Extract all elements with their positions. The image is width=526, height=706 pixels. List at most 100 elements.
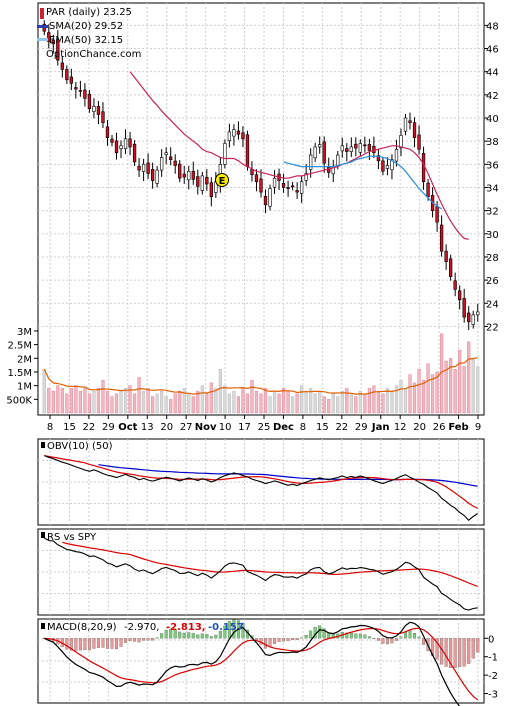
volume-bar	[205, 393, 209, 414]
price-tick-label: 34	[486, 183, 499, 194]
candle-body	[236, 130, 241, 135]
volume-bar	[191, 396, 195, 414]
volume-bar	[254, 390, 259, 414]
volume-bar	[214, 388, 218, 414]
candle-body	[51, 39, 55, 45]
obv-label: OBV(10) (50)	[47, 441, 113, 452]
macd-hist-bar	[381, 638, 385, 644]
macd-hist-bar	[105, 638, 109, 649]
candle-body	[114, 140, 119, 154]
volume-bar	[151, 396, 155, 414]
macd-hist-bar	[78, 638, 82, 651]
macd-hist-bar	[476, 638, 480, 653]
macd-hist-bar	[173, 629, 177, 639]
volume-tick-label: 3M	[17, 327, 32, 338]
macd-hist-bar	[273, 638, 277, 644]
macd-hist-bar	[178, 631, 182, 639]
candle-body	[263, 195, 268, 206]
legend-ema-swatch	[37, 38, 48, 41]
legend-ema: EMA(50) 32.15	[49, 35, 123, 46]
candle-body	[150, 169, 155, 181]
volume-bar	[114, 393, 119, 414]
candle-body	[286, 187, 290, 189]
macd-hist-bar	[191, 633, 195, 639]
candle-body	[448, 258, 453, 277]
candle-body	[47, 32, 51, 42]
volume-bar	[42, 368, 46, 414]
date-tick-label: Nov	[195, 422, 217, 433]
macd-hist-bar	[331, 634, 335, 639]
volume-bar	[340, 390, 344, 414]
macd-axis: 0 -1 -2 -3	[484, 634, 498, 701]
price-panel: 48 46 44 42 40 38 36 34 32 30 28 26 24 22 3M 2.5M 2M 1.5…	[6, 2, 499, 433]
volume-bar	[394, 385, 399, 414]
macd-hist-bar	[164, 629, 168, 639]
volume-bar	[421, 379, 426, 414]
obv-fast-line	[44, 455, 478, 509]
candle-body	[345, 148, 349, 152]
macd-hist-bar	[295, 638, 299, 640]
macd-hist-bar	[101, 638, 105, 648]
price-tick-label: 46	[486, 45, 499, 56]
candle-body	[146, 162, 150, 174]
volume-bar	[51, 390, 55, 414]
candle-body	[105, 126, 110, 138]
macd-hist-bar	[471, 638, 475, 659]
macd-line	[44, 621, 461, 706]
candle-body	[169, 156, 173, 160]
volume-bar	[56, 385, 60, 414]
candle-body	[453, 280, 457, 290]
macd-hist-bar	[187, 632, 191, 639]
macd-hist-bar	[196, 634, 200, 639]
volume-bar	[263, 388, 268, 414]
candle-body	[191, 170, 195, 180]
earnings-marker-label: E	[219, 176, 226, 187]
legend-candle-swatch	[40, 8, 44, 19]
candle-body	[141, 164, 146, 172]
volume-bar	[155, 393, 159, 414]
candle-body	[83, 89, 87, 99]
candle-body	[313, 146, 317, 159]
candle-body	[421, 153, 426, 182]
date-tick-label: 9	[475, 422, 481, 433]
candle-body	[74, 87, 78, 90]
macd-hist-bar	[96, 638, 100, 648]
macd-hist-bar	[214, 634, 218, 639]
macd-hist-bar	[232, 619, 236, 639]
volume-bar	[223, 385, 227, 414]
rs-label: RS vs SPY	[47, 532, 97, 543]
volume-bar	[236, 396, 241, 414]
macd-signal-line	[44, 627, 479, 701]
candle-body	[227, 131, 232, 141]
volume-bar	[300, 385, 304, 414]
macd-hist-bar	[169, 628, 173, 639]
candle-body	[336, 154, 340, 166]
macd-hist-bar	[119, 638, 123, 647]
price-tick-label: 24	[486, 299, 499, 310]
price-grid	[38, 3, 484, 415]
legend-sma: SMA(20) 29.52	[49, 21, 123, 32]
date-tick-label: 10	[219, 422, 232, 433]
volume-bar	[435, 371, 439, 414]
volume-bar	[78, 390, 82, 414]
obv-line	[44, 455, 479, 521]
volume-bar	[74, 385, 78, 414]
candle-body	[304, 173, 308, 181]
candle-body	[462, 298, 466, 318]
volume-bar	[105, 390, 110, 414]
candle-body	[408, 120, 412, 123]
volume-bar	[304, 390, 308, 414]
candle-body	[318, 144, 322, 148]
macd-hist-bar	[422, 638, 426, 645]
candle-body	[390, 159, 394, 170]
candle-body	[435, 206, 439, 223]
date-axis: 8 15 22 29 Oct 13 20 27 Nov 10 17 25 Dec 8 15 22 29 Jan 12…	[47, 415, 481, 433]
macd-hist-bar	[309, 630, 313, 639]
volume-bar	[69, 388, 73, 414]
macd-hist-bar	[435, 638, 439, 660]
macd-hist-bar	[453, 638, 457, 668]
macd-hist-bar	[372, 637, 376, 639]
date-tick-label: 25	[258, 422, 271, 433]
candle-body	[60, 62, 64, 70]
volume-bar	[412, 382, 417, 414]
